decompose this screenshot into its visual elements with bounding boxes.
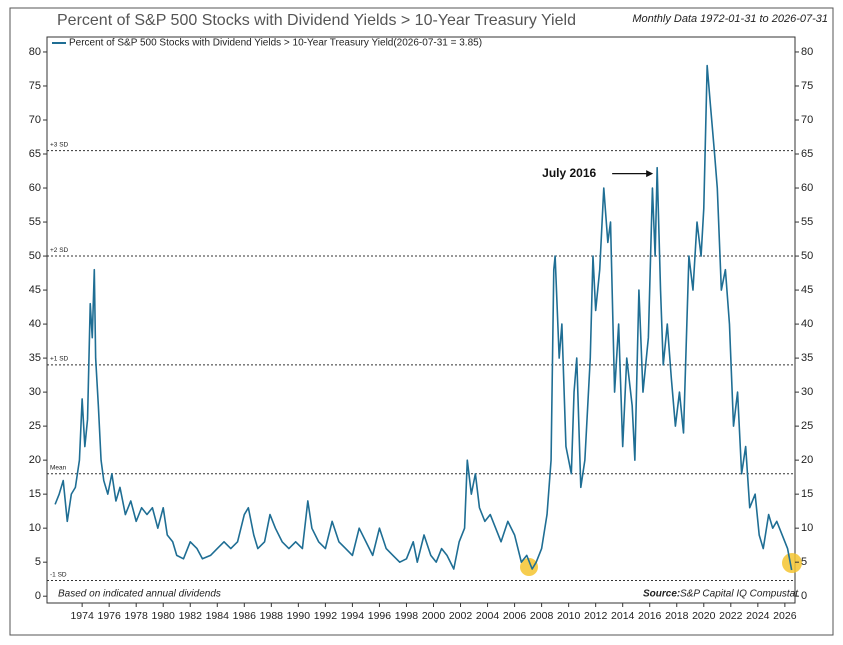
x-tick-label: 2002 (449, 610, 473, 622)
x-tick-label: 2022 (719, 610, 743, 622)
x-tick-label: 2014 (611, 610, 635, 622)
annotation: July 2016 (542, 166, 596, 180)
footnote: Based on indicated annual dividends (58, 589, 221, 600)
y2-tick-label: 55 (801, 216, 813, 228)
y2-tick-label: 5 (801, 556, 807, 568)
reference-label: +1 SD (50, 356, 69, 363)
x-tick-label: 2006 (503, 610, 527, 622)
y-tick-label: 55 (29, 216, 41, 228)
y2-tick-label: 0 (801, 590, 807, 602)
x-tick-label: 2000 (422, 610, 446, 622)
series-line (54, 64, 793, 571)
y-tick-label: 10 (29, 522, 41, 534)
y-tick-label: 50 (29, 250, 41, 262)
x-tick-label: 1990 (287, 610, 311, 622)
y-tick-label: 0 (35, 590, 41, 602)
x-tick-label: 1998 (395, 610, 419, 622)
y2-tick-label: 30 (801, 386, 813, 398)
highlight-circle (520, 558, 538, 576)
x-tick-label: 1980 (152, 610, 176, 622)
x-tick-label: 1994 (341, 610, 365, 622)
y2-tick-label: 80 (801, 46, 813, 58)
x-tick-label: 1982 (179, 610, 203, 622)
x-tick-label: 1988 (260, 610, 284, 622)
y2-tick-label: 25 (801, 420, 813, 432)
x-tick-label: 1974 (70, 610, 94, 622)
x-tick-label: 2024 (746, 610, 770, 622)
reference-label: +3 SD (50, 141, 69, 148)
source-label: Source: (643, 589, 680, 600)
x-tick-label: 2026 (773, 610, 797, 622)
y-tick-label: 40 (29, 318, 41, 330)
y-tick-label: 15 (29, 488, 41, 500)
y-tick-label: 35 (29, 352, 41, 364)
x-tick-label: 1978 (125, 610, 149, 622)
y2-tick-label: 70 (801, 114, 813, 126)
x-tick-label: 2018 (665, 610, 689, 622)
y-tick-label: 25 (29, 420, 41, 432)
annotation-arrowhead (646, 170, 654, 178)
y-tick-label: 80 (29, 46, 41, 58)
legend-label: Percent of S&P 500 Stocks with Dividend … (69, 38, 482, 49)
y2-tick-label: 65 (801, 148, 813, 160)
y2-tick-label: 20 (801, 454, 813, 466)
reference-label: +2 SD (50, 247, 69, 254)
x-tick-label: 2008 (530, 610, 554, 622)
y2-tick-label: 10 (801, 522, 813, 534)
y-tick-label: 60 (29, 182, 41, 194)
x-tick-label: 1992 (314, 610, 338, 622)
y-tick-label: 70 (29, 114, 41, 126)
highlight-circle (782, 553, 802, 573)
reference-label: -1 SD (50, 571, 67, 578)
y2-tick-label: 50 (801, 250, 813, 262)
x-tick-label: 2010 (557, 610, 581, 622)
chart-subtitle: Monthly Data 1972-01-31 to 2026-07-31 (632, 13, 828, 25)
x-tick-label: 2004 (476, 610, 500, 622)
x-tick-label: 1986 (233, 610, 257, 622)
y-tick-label: 30 (29, 386, 41, 398)
y2-tick-label: 60 (801, 182, 813, 194)
x-tick-label: 2020 (692, 610, 716, 622)
x-tick-label: 2016 (638, 610, 662, 622)
y2-tick-label: 40 (801, 318, 813, 330)
y2-tick-label: 75 (801, 80, 813, 92)
y-tick-label: 20 (29, 454, 41, 466)
plot-area (46, 36, 796, 604)
y2-tick-label: 45 (801, 284, 813, 296)
y-tick-label: 45 (29, 284, 41, 296)
y-tick-label: 65 (29, 148, 41, 160)
y2-tick-label: 35 (801, 352, 813, 364)
source: S&P Capital IQ Compustat (680, 589, 799, 600)
reference-label: Mean (50, 464, 67, 471)
y-tick-label: 75 (29, 80, 41, 92)
x-tick-label: 1976 (97, 610, 121, 622)
y-tick-label: 5 (35, 556, 41, 568)
x-tick-label: 1996 (368, 610, 392, 622)
chart-title: Percent of S&P 500 Stocks with Dividend … (57, 12, 576, 29)
y2-tick-label: 15 (801, 488, 813, 500)
x-tick-label: 1984 (206, 610, 230, 622)
frame (9, 7, 834, 636)
x-tick-label: 2012 (584, 610, 608, 622)
